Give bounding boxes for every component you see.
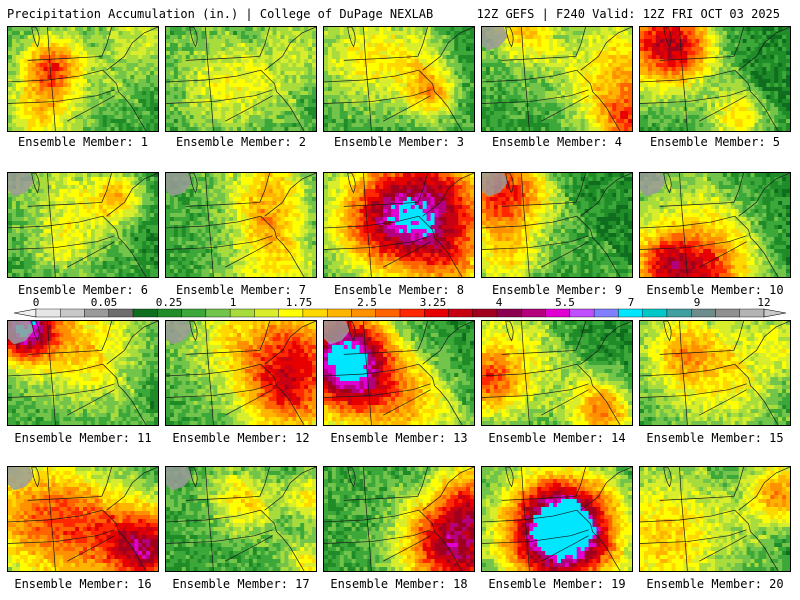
colorbar-tick-label: 0.05 <box>91 297 118 309</box>
member-map-5 <box>639 26 791 132</box>
colorbar-swatch <box>108 308 134 318</box>
member-map-18 <box>323 466 475 572</box>
member-caption: Ensemble Member: 15 <box>635 431 795 445</box>
model-valid-time: 12Z GEFS | F240 Valid: 12Z FRI OCT 03 20… <box>477 7 780 21</box>
member-map-11 <box>7 320 159 426</box>
member-map-12 <box>165 320 317 426</box>
member-map-4 <box>481 26 633 132</box>
colorbar-tick-label: 2.5 <box>357 297 377 309</box>
member-map-13 <box>323 320 475 426</box>
colorbar-swatch <box>666 308 692 318</box>
member-map-15 <box>639 320 791 426</box>
colorbar-swatch <box>229 308 255 318</box>
colorbar-swatch <box>375 308 401 318</box>
member-map-10 <box>639 172 791 278</box>
member-caption: Ensemble Member: 16 <box>3 577 163 591</box>
member-caption: Ensemble Member: 4 <box>477 135 637 149</box>
member-map-14 <box>481 320 633 426</box>
colorbar-tick-label: 0 <box>33 297 40 309</box>
member-caption: Ensemble Member: 10 <box>635 283 795 297</box>
colorbar-swatch <box>618 308 643 318</box>
colorbar-tick-label: 0.25 <box>156 297 183 309</box>
colorbar-swatch <box>715 308 740 318</box>
member-caption: Ensemble Member: 17 <box>161 577 321 591</box>
member-caption: Ensemble Member: 19 <box>477 577 637 591</box>
member-caption: Ensemble Member: 20 <box>635 577 795 591</box>
member-caption: Ensemble Member: 5 <box>635 135 795 149</box>
colorbar-tick-label: 9 <box>694 297 701 309</box>
colorbar-tick-label: 3.25 <box>420 297 447 309</box>
colorbar-tick-label: 7 <box>628 297 635 309</box>
member-caption: Ensemble Member: 7 <box>161 283 321 297</box>
colorbar-tick-label: 4 <box>496 297 503 309</box>
colorbar-swatch <box>472 308 498 318</box>
member-map-6 <box>7 172 159 278</box>
member-caption: Ensemble Member: 12 <box>161 431 321 445</box>
member-map-7 <box>165 172 317 278</box>
colorbar-swatch <box>181 308 207 318</box>
member-caption: Ensemble Member: 6 <box>3 283 163 297</box>
precip-colorbar <box>13 308 787 318</box>
member-map-19 <box>481 466 633 572</box>
member-map-20 <box>639 466 791 572</box>
colorbar-swatch <box>35 308 61 318</box>
member-caption: Ensemble Member: 13 <box>319 431 479 445</box>
colorbar-swatch <box>84 308 109 318</box>
colorbar-swatch <box>545 308 571 318</box>
colorbar-swatch <box>327 308 352 318</box>
colorbar-swatch <box>302 308 328 318</box>
colorbar-swatch <box>691 308 716 318</box>
colorbar-swatch <box>132 308 158 318</box>
colorbar-swatch <box>157 308 182 318</box>
colorbar-swatch <box>521 308 546 318</box>
colorbar-swatch <box>351 308 376 318</box>
member-map-17 <box>165 466 317 572</box>
colorbar-swatch <box>593 308 619 318</box>
member-map-16 <box>7 466 159 572</box>
member-caption: Ensemble Member: 18 <box>319 577 479 591</box>
member-map-8 <box>323 172 475 278</box>
colorbar-tick-label: 5.5 <box>555 297 575 309</box>
colorbar-swatch <box>205 308 231 318</box>
colorbar-right-arrow <box>763 308 787 318</box>
colorbar-tick-label: 1.75 <box>286 297 313 309</box>
colorbar-tick-label: 12 <box>757 297 770 309</box>
member-caption: Ensemble Member: 8 <box>319 283 479 297</box>
member-caption: Ensemble Member: 3 <box>319 135 479 149</box>
member-map-3 <box>323 26 475 132</box>
colorbar-swatch <box>642 308 668 318</box>
colorbar-swatch <box>399 308 425 318</box>
member-caption: Ensemble Member: 14 <box>477 431 637 445</box>
member-caption: Ensemble Member: 1 <box>3 135 163 149</box>
colorbar-swatch <box>739 308 765 318</box>
member-map-9 <box>481 172 633 278</box>
colorbar-tick-label: 1 <box>230 297 237 309</box>
colorbar-swatch <box>424 308 449 318</box>
colorbar-swatch <box>60 308 85 318</box>
chart-title: Precipitation Accumulation (in.) | Colle… <box>7 7 433 21</box>
member-map-2 <box>165 26 317 132</box>
colorbar-swatch <box>496 308 522 318</box>
colorbar-swatch <box>448 308 473 318</box>
colorbar-left-arrow <box>13 308 37 318</box>
member-caption: Ensemble Member: 2 <box>161 135 321 149</box>
member-caption: Ensemble Member: 9 <box>477 283 637 297</box>
colorbar-swatch <box>569 308 595 318</box>
member-map-1 <box>7 26 159 132</box>
member-caption: Ensemble Member: 11 <box>3 431 163 445</box>
colorbar-swatch <box>254 308 279 318</box>
colorbar-swatch <box>278 308 304 318</box>
